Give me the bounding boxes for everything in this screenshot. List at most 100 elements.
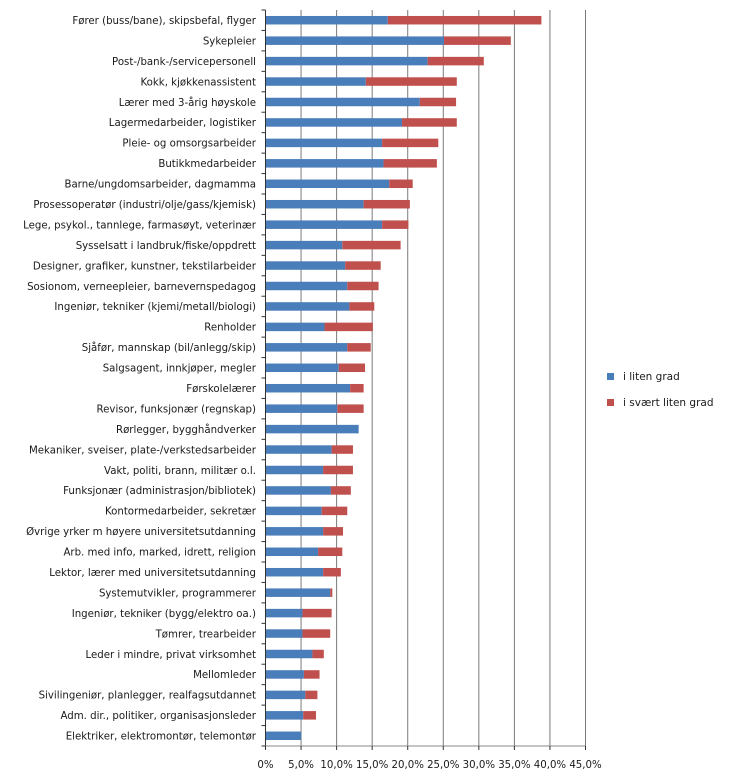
bar-i-liten-grad (265, 118, 403, 127)
gridlines (300, 10, 586, 746)
x-tick-label: 20,0% (392, 760, 425, 771)
category-label: Kokk, kjøkkenassistent (140, 77, 256, 88)
bar-i-svaert-liten-grad (387, 15, 542, 25)
bar-i-liten-grad (265, 506, 322, 516)
bar-i-liten-grad (265, 690, 306, 700)
x-tick-label: 35,0% (498, 760, 531, 771)
bar-i-liten-grad (265, 629, 303, 638)
bar-i-liten-grad (265, 159, 384, 168)
bar-i-liten-grad (265, 220, 383, 229)
x-tick-label: 40,0% (534, 760, 567, 771)
category-label: Tømrer, trearbeider (155, 629, 257, 640)
bar-i-liten-grad (265, 240, 343, 250)
bar-i-svaert-liten-grad (402, 118, 457, 127)
x-tick-label: 5,0% (288, 760, 314, 771)
legend-swatch (607, 373, 614, 380)
bar-i-svaert-liten-grad (337, 404, 364, 413)
bar-i-svaert-liten-grad (323, 465, 353, 475)
bar-i-liten-grad (265, 363, 339, 373)
bars (265, 15, 542, 741)
category-label: Kontormedarbeider, sekretær (105, 507, 257, 518)
legend: i liten grad i svært liten grad (607, 371, 714, 409)
bar-i-svaert-liten-grad (382, 138, 439, 148)
bar-i-svaert-liten-grad (303, 711, 316, 720)
category-label: Mekaniker, sveiser, plate-/verkstedsarbe… (29, 445, 257, 456)
x-tick-label: 0% (257, 760, 273, 771)
bar-i-svaert-liten-grad (382, 220, 409, 229)
x-tick-label: 30,0% (463, 760, 496, 771)
bar-i-svaert-liten-grad (330, 486, 351, 495)
bar-i-svaert-liten-grad (330, 588, 333, 597)
category-label: Prosessoperatør (industri/olje/gass/kjem… (33, 200, 256, 211)
category-label: Sysselsatt i landbruk/fiske/oppdrett (76, 241, 256, 252)
category-label: Ingeniør, tekniker (kjemi/metall/biologi… (54, 302, 256, 313)
legend-swatch (607, 399, 614, 406)
bar-i-liten-grad (265, 383, 351, 393)
category-label: Leder i mindre, privat virksomhet (85, 650, 256, 661)
bar-i-liten-grad (265, 445, 332, 454)
category-label: Designer, grafiker, kunstner, tekstilarb… (33, 261, 257, 272)
bar-i-svaert-liten-grad (331, 445, 353, 454)
category-label: Lagermedarbeider, logistiker (109, 118, 257, 129)
category-label: Elektriker, elektromontør, telemontør (66, 732, 257, 743)
bar-i-liten-grad (265, 56, 428, 66)
x-tick-labels: 0% 5,0% 10,0% 15,0% 20,0% 25,0% 30,0% 35,0% 40,0… (257, 760, 602, 771)
bar-i-svaert-liten-grad (305, 690, 318, 700)
bar-i-svaert-liten-grad (321, 506, 348, 516)
bar-i-liten-grad (265, 731, 302, 741)
bar-i-svaert-liten-grad (342, 240, 401, 250)
category-label: Lektor, lærer med universitetsutdanning (49, 568, 256, 579)
bar-i-liten-grad (265, 77, 366, 86)
bar-i-liten-grad (265, 138, 383, 148)
x-tick-label: 45,0% (569, 760, 602, 771)
x-tick-label: 10,0% (320, 760, 353, 771)
bar-i-svaert-liten-grad (347, 281, 379, 291)
x-axis-ticks (265, 746, 586, 750)
category-label: Førskolelærer (186, 384, 257, 395)
bar-i-svaert-liten-grad (350, 383, 364, 393)
bar-i-liten-grad (265, 588, 331, 597)
bar-i-liten-grad (265, 281, 348, 291)
bar-i-svaert-liten-grad (383, 159, 437, 168)
bar-i-liten-grad (265, 465, 324, 475)
bar-i-svaert-liten-grad (312, 649, 324, 659)
category-label: Butikkmedarbeider (158, 159, 256, 170)
category-labels: Fører (buss/bane), skipsbefal, flyger Syk… (23, 16, 257, 743)
category-label: Øvrige yrker m høyere universitetsutdann… (26, 526, 256, 538)
bar-i-liten-grad (265, 486, 331, 495)
category-label: Funksjonær (administrasjon/bibliotek) (63, 486, 256, 497)
bar-i-svaert-liten-grad (349, 302, 375, 311)
bar-i-liten-grad (265, 302, 350, 311)
bar-i-liten-grad (265, 649, 313, 659)
category-label: Sykepleier (203, 36, 257, 47)
bar-i-liten-grad (265, 404, 338, 413)
bar-i-svaert-liten-grad (443, 36, 511, 45)
category-label: Vakt, politi, brann, militær o.l. (104, 466, 256, 477)
bar-i-svaert-liten-grad (302, 629, 331, 638)
bar-i-liten-grad (265, 711, 304, 720)
bar-i-liten-grad (265, 567, 324, 577)
category-label: Renholder (204, 323, 257, 334)
category-label: Sjåfør, mannskap (bil/anlegg/skip) (82, 341, 256, 354)
bar-i-liten-grad (265, 608, 303, 618)
bar-i-svaert-liten-grad (323, 567, 341, 577)
bar-i-svaert-liten-grad (302, 608, 332, 618)
bar-i-liten-grad (265, 199, 364, 209)
x-tick-label: 15,0% (356, 760, 389, 771)
bar-i-svaert-liten-grad (303, 670, 320, 679)
bar-i-liten-grad (265, 261, 346, 270)
bar-i-liten-grad (265, 424, 359, 434)
category-label: Post-/bank-/servicepersonell (112, 57, 256, 68)
bar-i-svaert-liten-grad (324, 322, 373, 332)
bar-i-liten-grad (265, 322, 325, 332)
category-label: Pleie- og omsorgsarbeider (122, 139, 256, 150)
bar-i-svaert-liten-grad (427, 56, 484, 66)
category-label: Rørlegger, bygghåndverker (116, 423, 257, 436)
bar-i-liten-grad (265, 527, 324, 536)
bar-i-liten-grad (265, 670, 304, 679)
category-label: Arb. med info, marked, idrett, religion (63, 548, 256, 559)
category-label: Fører (buss/bane), skipsbefal, flyger (72, 16, 256, 27)
bar-i-svaert-liten-grad (389, 179, 413, 189)
bar-i-liten-grad (265, 343, 348, 352)
